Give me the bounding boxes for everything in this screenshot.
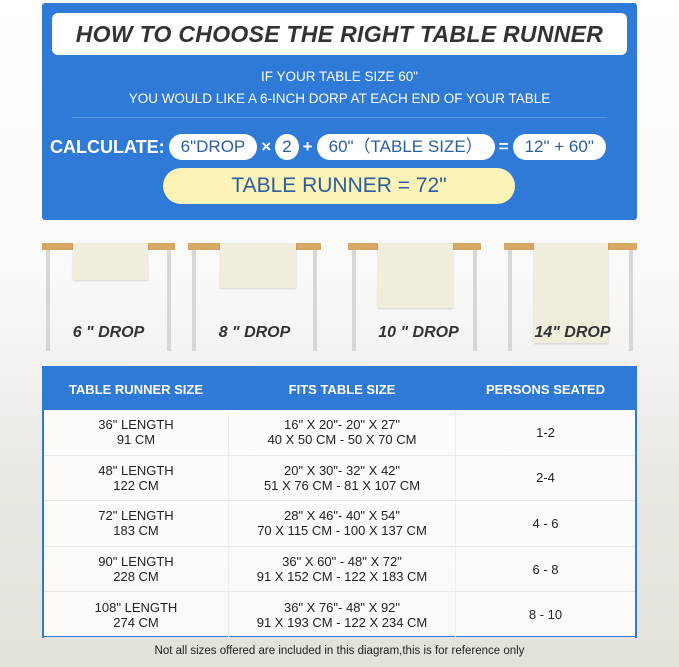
table-leg xyxy=(46,250,50,351)
drop-label: 8 " DROP xyxy=(218,324,291,341)
size-cm: 228 CM xyxy=(113,569,159,585)
persons-cell: 1-2 xyxy=(536,424,555,440)
runner-size-cell: 72" LENGTH 183 CM xyxy=(44,501,228,546)
drop-label: 6 " DROP xyxy=(72,324,145,341)
table-leg xyxy=(508,250,512,351)
fits-table-cell: 28" X 46"- 40" X 54" 70 X 115 CM - 100 X … xyxy=(228,501,456,546)
header-persons: PERSONS SEATED xyxy=(486,381,605,397)
runner-drop xyxy=(220,243,296,288)
calculation-panel: HOW TO CHOOSE THE RIGHT TABLE RUNNER IF … xyxy=(42,3,637,220)
fits-cm: 40 X 50 CM - 50 X 70 CM xyxy=(267,432,417,448)
size-inches: 72" LENGTH xyxy=(98,508,174,524)
times-sign: × xyxy=(261,137,272,156)
size-cm: 274 CM xyxy=(113,614,159,630)
size-inches: 48" LENGTH xyxy=(98,462,174,478)
runner-drop xyxy=(73,243,148,280)
equals-sign: = xyxy=(498,137,509,156)
table-leg xyxy=(313,250,317,351)
table-row: 36" LENGTH 91 CM 16" X 20"- 20" X 27" 40 X… xyxy=(44,410,635,456)
multiplier-pill: 2 xyxy=(275,134,299,160)
plus-sign: + xyxy=(302,137,313,156)
persons-cell: 6 - 8 xyxy=(532,561,559,577)
size-cm: 183 CM xyxy=(113,523,159,539)
table-size-pill: 60"（TABLE SIZE） xyxy=(316,134,495,160)
table-row: 72" LENGTH 183 CM 28" X 46"- 40" X 54" 70 … xyxy=(44,501,635,547)
fits-table-cell: 36" X 60" - 48" X 72" 91 X 152 CM - 122 X… xyxy=(228,546,456,592)
divider xyxy=(72,117,607,118)
persons-cell: 4 - 6 xyxy=(532,515,559,531)
fits-table-cell: 16" X 20"- 20" X 27" 40 X 50 CM - 50 X 70… xyxy=(228,410,456,455)
header-fits-table: FITS TABLE SIZE xyxy=(288,381,396,397)
runner-size-cell: 108" LENGTH 274 CM xyxy=(44,592,228,637)
table-leg xyxy=(473,250,477,351)
table-illustration-8 xyxy=(188,243,321,351)
fits-cm: 51 X 76 CM - 81 X 107 CM xyxy=(263,477,421,493)
runner-size-cell: 36" LENGTH 91 CM xyxy=(44,410,228,455)
sum-pill: 12" + 60" xyxy=(512,134,606,160)
drop-label: 10 " DROP xyxy=(378,324,459,341)
table-illustration-6 xyxy=(42,243,175,351)
fits-inches: 36" X 60" - 48" X 72" xyxy=(282,554,402,570)
table-illustration-14 xyxy=(504,243,637,351)
fits-cm: 70 X 115 CM - 100 X 137 CM xyxy=(257,523,427,539)
table-leg xyxy=(192,250,196,351)
fits-cm: 91 X 193 CM - 122 X 234 CM xyxy=(256,614,428,630)
footnote: Not all sizes offered are included in th… xyxy=(154,645,525,657)
table-leg xyxy=(167,250,171,351)
fits-inches: 16" X 20"- 20" X 27" xyxy=(283,417,401,433)
table-leg xyxy=(352,250,356,351)
drop-pill: 6"DROP xyxy=(168,134,258,160)
fits-inches: 28" X 46"- 40" X 54" xyxy=(283,508,401,524)
calculation-row: CALCULATE: 6"DROP × 2 + 60"（TABLE SIZE） … xyxy=(50,133,606,161)
size-cm: 122 CM xyxy=(113,477,159,493)
fits-table-cell: 36" X 76"- 48" X 92" 91 X 193 CM - 122 X … xyxy=(228,592,456,637)
size-chart: TABLE RUNNER SIZE FITS TABLE SIZE PERSON… xyxy=(42,366,637,638)
table-body: 36" LENGTH 91 CM 16" X 20"- 20" X 27" 40 X… xyxy=(44,410,635,638)
fits-cm: 91 X 152 CM - 122 X 183 CM xyxy=(256,569,428,585)
size-inches: 108" LENGTH xyxy=(94,599,178,615)
runner-size-cell: 48" LENGTH 122 CM xyxy=(44,456,228,501)
size-cm: 91 CM xyxy=(116,432,156,448)
drop-label: 14" DROP xyxy=(534,324,611,341)
result-pill: TABLE RUNNER = 72" xyxy=(163,168,515,204)
table-row: 108" LENGTH 274 CM 36" X 76"- 48" X 92" 91… xyxy=(44,592,635,638)
table-leg xyxy=(629,250,633,351)
intro-line-1: IF YOUR TABLE SIZE 60" xyxy=(260,69,419,84)
fits-table-cell: 20" X 30"- 32" X 42" 51 X 76 CM - 81 X 10… xyxy=(228,455,456,501)
page-title: HOW TO CHOOSE THE RIGHT TABLE RUNNER xyxy=(52,13,627,55)
runner-drop xyxy=(534,243,608,343)
table-header: TABLE RUNNER SIZE FITS TABLE SIZE PERSON… xyxy=(44,368,635,410)
size-inches: 36" LENGTH xyxy=(98,417,174,433)
size-inches: 90" LENGTH xyxy=(98,554,174,570)
persons-cell: 8 - 10 xyxy=(528,607,563,623)
fits-inches: 20" X 30"- 32" X 42" xyxy=(283,462,401,478)
intro-line-2: YOU WOULD LIKE A 6-INCH DORP AT EACH END… xyxy=(128,91,551,106)
header-runner-size: TABLE RUNNER SIZE xyxy=(68,381,204,397)
fits-inches: 36" X 76"- 48" X 92" xyxy=(283,599,401,615)
runner-drop xyxy=(378,243,453,308)
table-row: 90" LENGTH 228 CM 36" X 60" - 48" X 72" 91… xyxy=(44,546,635,593)
calculate-label: CALCULATE: xyxy=(50,136,165,157)
persons-cell: 2-4 xyxy=(536,470,555,486)
table-illustration-10 xyxy=(348,243,481,351)
table-row: 48" LENGTH 122 CM 20" X 30"- 32" X 42" 51 … xyxy=(44,455,635,502)
runner-size-cell: 90" LENGTH 228 CM xyxy=(44,547,228,592)
